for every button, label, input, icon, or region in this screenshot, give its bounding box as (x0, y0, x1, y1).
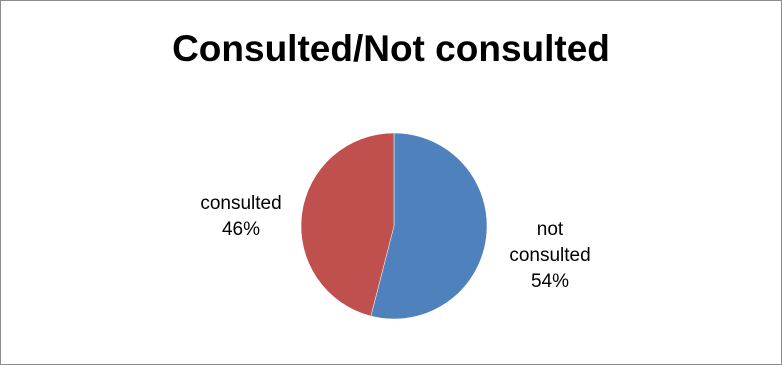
pie-slice-not-consulted (370, 132, 488, 320)
slice-label-not-consulted: not consulted 54% (489, 217, 611, 295)
slice-label-consulted: consulted 46% (181, 191, 301, 243)
pie-slice-consulted (300, 132, 395, 317)
slice-label-not-consulted-name-line2: consulted (509, 245, 591, 266)
slice-label-not-consulted-name-line1: not (536, 219, 564, 240)
slice-label-consulted-name: consulted (200, 193, 282, 214)
slice-label-consulted-percent: 46% (221, 219, 261, 240)
slice-label-not-consulted-percent: 54% (530, 271, 570, 292)
chart-title: Consulted/Not consulted (172, 28, 610, 69)
